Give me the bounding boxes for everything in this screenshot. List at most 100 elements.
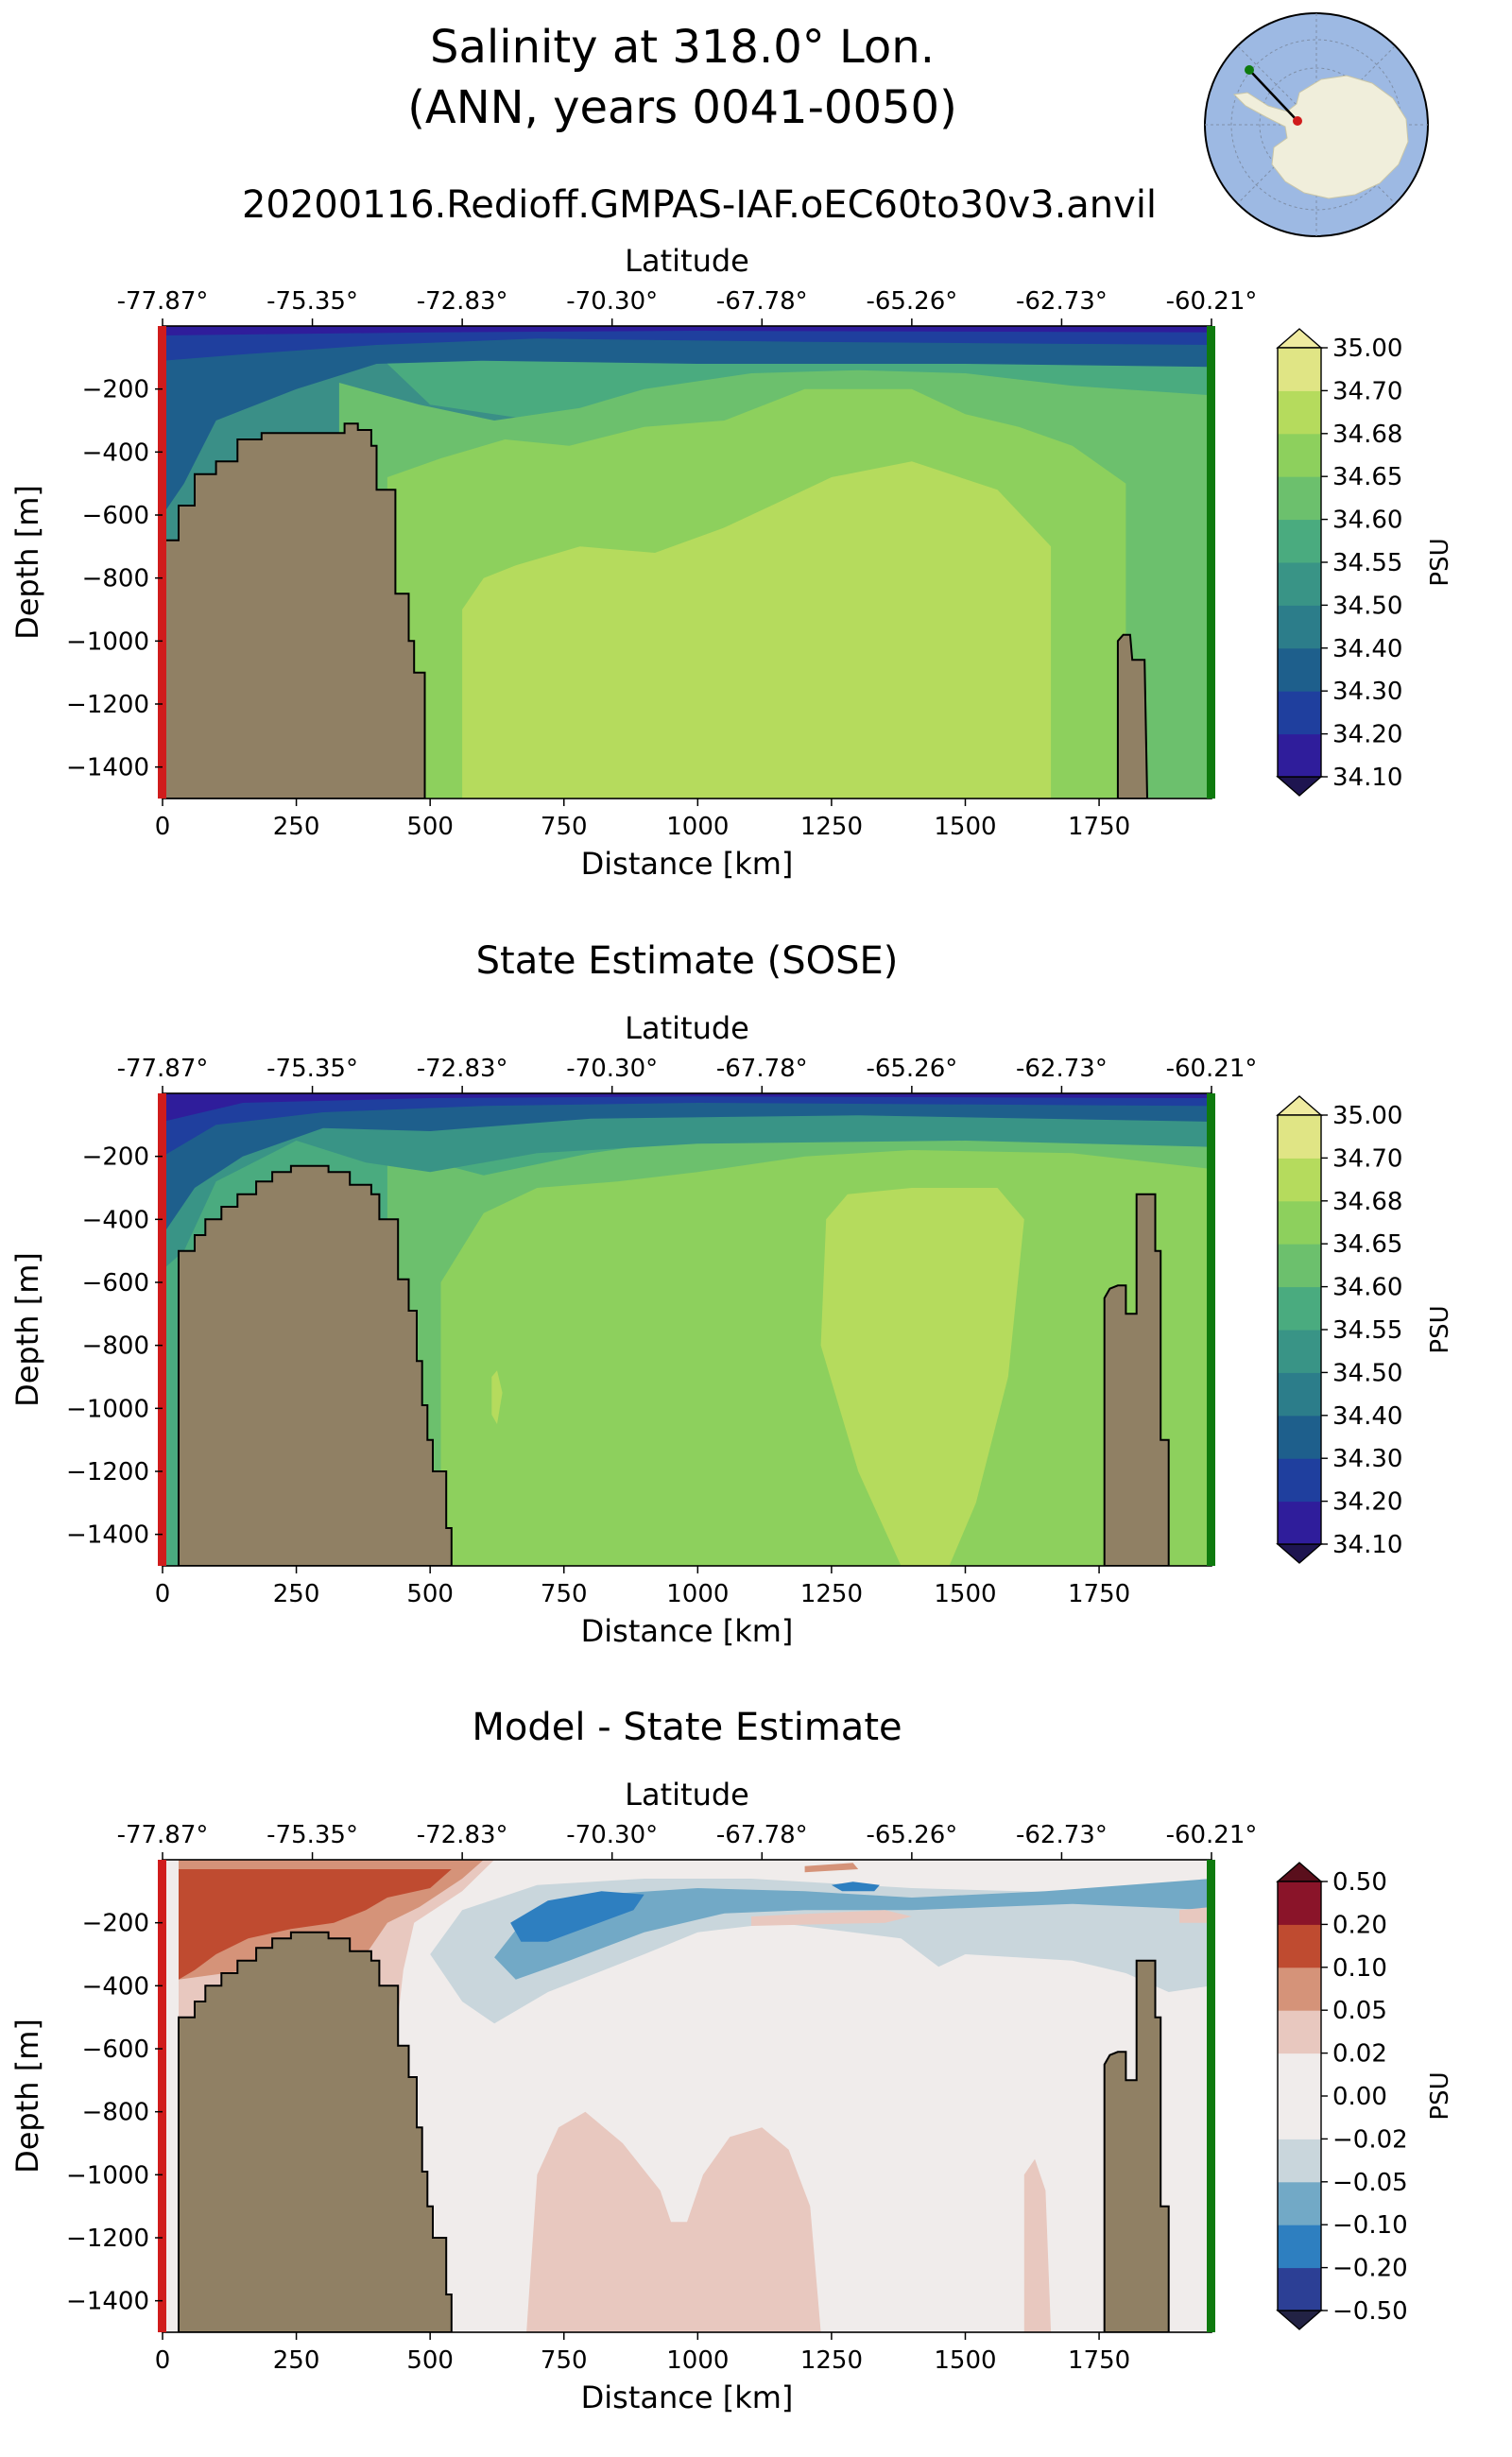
colorbar: 34.10 34.20 34.30 34.40 34.50 34.55 34.60 34.65… [1276,1095,1454,1564]
colorbar-swatch [1278,1458,1321,1503]
x-tick-label: 1500 [934,813,996,841]
lat-tick-label: -70.30° [566,287,658,316]
run-name: 20200116.Redioff.GMPAS-IAF.oEC60to30v3.a… [242,183,1157,227]
contour-band [387,326,1211,515]
y-tick-label: −1400 [66,1521,149,1550]
latitude-axis-label: Latitude [625,1777,749,1813]
lat-tick-label: -77.87° [117,1055,209,1083]
colorbar-swatch [1278,519,1321,563]
seafloor-land [1116,633,1149,799]
colorbar-tick-label: 34.60 [1332,507,1402,535]
colorbar-swatch [1278,433,1321,477]
colorbar-tick-label: 34.20 [1332,721,1402,749]
colorbar-swatch [1278,2181,1321,2225]
transect-start-dot [1293,116,1302,126]
y-tick-label: −1400 [66,754,149,782]
contour-band [510,1891,644,1942]
lat-tick-label: -67.78° [716,287,808,316]
seafloor-land [178,1931,453,2332]
seafloor-land [163,422,426,799]
panel-title: State Estimate (SOSE) [476,939,899,983]
colorbar-swatch [1278,605,1321,649]
colorbar-swatch [1278,1881,1321,1925]
colorbar-tick-label: 34.68 [1332,421,1402,449]
colorbar-tick-label: 0.05 [1332,1997,1387,2025]
contour-field [163,1093,1211,1566]
x-tick-label: 750 [541,2346,588,2375]
colorbar-tick-label: 34.70 [1332,1144,1402,1173]
colorbar-tick-label: −0.10 [1332,2211,1408,2240]
y-tick-label: −1200 [66,1458,149,1486]
lat-tick-label: -72.83° [417,1821,508,1849]
lat-tick-label: -72.83° [417,1055,508,1083]
colorbar-tick-label: 34.55 [1332,549,1402,577]
x-axis-label: Distance [km] [581,846,794,882]
colorbar-tick-label: 34.50 [1332,1359,1402,1387]
y-tick-label: −800 [82,2099,149,2127]
lat-tick-label: -75.35° [266,1821,358,1849]
colorbar-extend-top [1276,1095,1323,1116]
colorbar: 34.10 34.20 34.30 34.40 34.50 34.55 34.60 34.65… [1276,328,1454,797]
x-axis-label: Distance [km] [581,1613,794,1649]
section-end-marker [1207,1093,1215,1566]
colorbar-extend-top [1276,328,1323,349]
seafloor-land [1103,1193,1170,1566]
colorbar-label: PSU [1426,2071,1454,2120]
colorbar-swatch [1278,390,1321,435]
y-tick-label: −600 [82,2036,149,2064]
x-tick-label: 250 [273,1580,320,1608]
x-tick-label: 1750 [1068,1580,1130,1608]
y-tick-label: −600 [82,1269,149,1297]
colorbar-tick-label: 34.10 [1332,764,1402,792]
lat-tick-label: -67.78° [716,1055,808,1083]
colorbar-swatch [1278,691,1321,735]
section-start-marker [158,326,166,799]
colorbar-swatch [1278,1415,1321,1459]
colorbar-label: PSU [1426,1305,1454,1353]
panel-title: Model - State Estimate [472,1706,902,1749]
colorbar-tick-label: 0.00 [1332,2083,1387,2111]
colorbar-swatch [1278,2267,1321,2311]
colorbar-swatch [1278,1967,1321,2011]
lat-tick-label: -70.30° [566,1821,658,1849]
y-tick-label: −400 [82,438,149,467]
colorbar-swatch [1278,2139,1321,2183]
colorbar-tick-label: 34.70 [1332,377,1402,405]
colorbar-swatch [1278,1372,1321,1417]
colorbar-swatch [1278,1286,1321,1331]
x-tick-label: 1000 [666,1580,729,1608]
contour-band [163,326,1211,361]
y-axis-label: Depth [m] [9,485,45,640]
contour-field [163,1860,1211,2332]
x-tick-label: 0 [155,1580,171,1608]
colorbar-swatch [1278,348,1321,391]
contour-band [163,1093,1211,1235]
y-axis-label: Depth [m] [9,1252,45,1407]
contour-band [491,1370,503,1424]
lat-tick-label: -65.26° [866,1821,957,1849]
x-tick-label: 1750 [1068,813,1130,841]
colorbar-tick-label: 34.65 [1332,463,1402,491]
seafloor-land [178,1164,453,1566]
y-tick-label: −400 [82,1972,149,2001]
colorbar-swatch [1278,2225,1321,2269]
contour-band [820,1188,1024,1566]
x-tick-label: 500 [406,813,454,841]
y-tick-label: −1200 [66,691,149,719]
lat-tick-label: -67.78° [716,1821,808,1849]
colorbar-swatch [1278,1158,1321,1202]
y-tick-label: −800 [82,565,149,593]
colorbar-swatch [1278,2053,1321,2097]
contour-band [163,1093,1211,1270]
lat-tick-label: -60.21° [1166,1055,1258,1083]
x-tick-label: 1000 [666,813,729,841]
colorbar-tick-label: 34.30 [1332,1445,1402,1473]
section-start-marker [158,1093,166,1566]
antarctica-locator-map [1204,12,1429,237]
x-tick-label: 1000 [666,2346,729,2375]
lat-tick-label: -70.30° [566,1055,658,1083]
lat-tick-label: -62.73° [1016,1055,1108,1083]
lat-tick-label: -72.83° [417,287,508,316]
colorbar-tick-label: 35.00 [1332,335,1402,363]
